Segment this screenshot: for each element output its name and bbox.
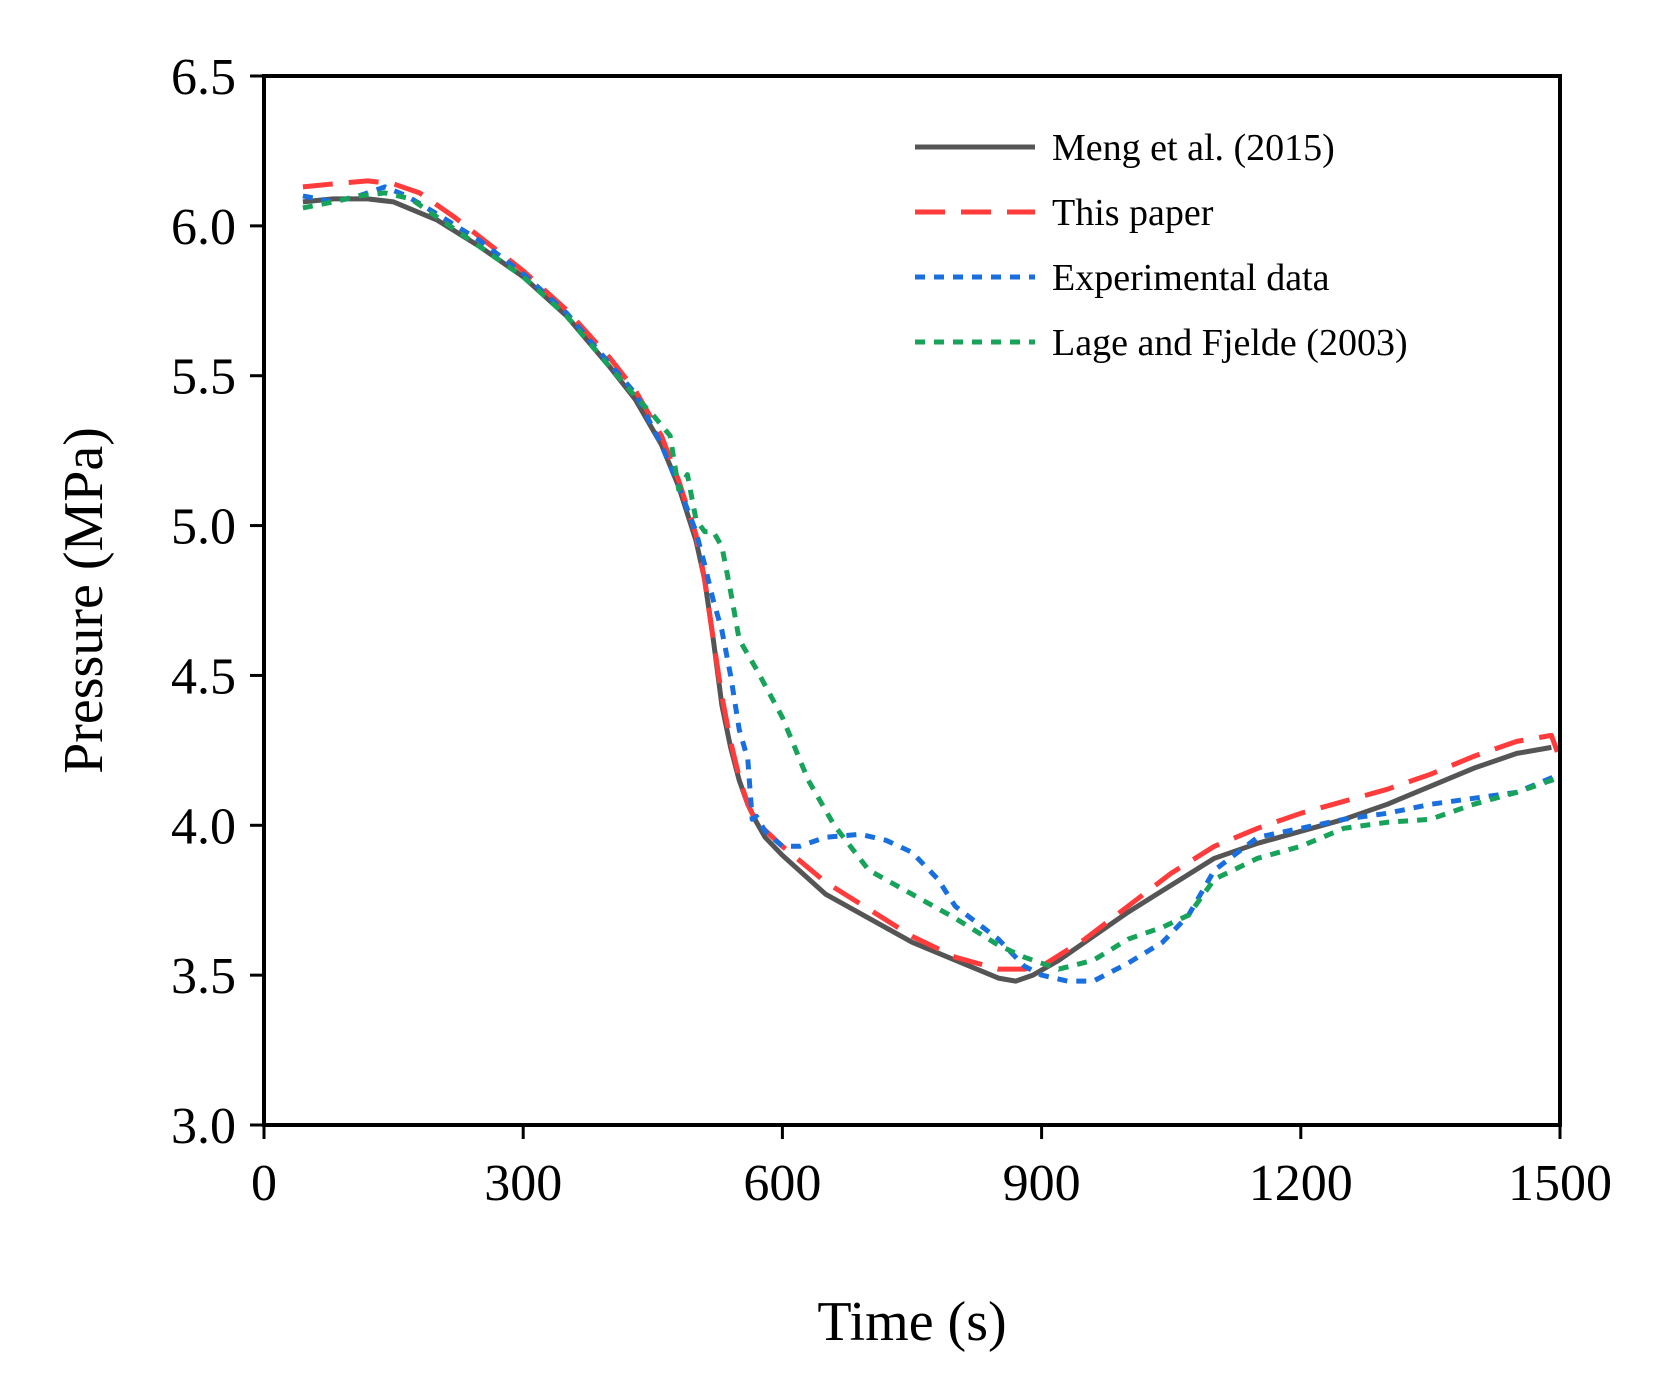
- ticks-layer: 0 300 600 900 1200 1500 3.0 3.5 4.0 4.5 5.0 5.5 6.0 6…: [171, 49, 1612, 1212]
- series-line-3: [302, 184, 1561, 984]
- y-tick-label: 6.0: [171, 199, 236, 256]
- x-tick-label: 300: [484, 1155, 562, 1212]
- series-line-1: [302, 196, 1552, 984]
- y-tick-label: 5.5: [171, 349, 236, 406]
- y-tick-label: 6.5: [171, 49, 236, 106]
- y-tick-label: 3.0: [171, 1098, 236, 1155]
- y-tick-label: 4.5: [171, 648, 236, 705]
- y-tick-label: 5.0: [171, 499, 236, 556]
- x-tick-label: 1200: [1249, 1155, 1353, 1212]
- series-layer: [302, 178, 1563, 984]
- legend: Meng et al. (2015) This paper Experimental…: [915, 127, 1408, 364]
- x-tick-label: 900: [1003, 1155, 1081, 1212]
- x-tick-label: 1500: [1508, 1155, 1612, 1212]
- legend-label-4: Lage and Fjelde (2003): [1052, 322, 1408, 364]
- legend-label-3: Experimental data: [1052, 257, 1330, 299]
- y-axis-title: Pressure (MPa): [53, 427, 115, 774]
- series-line-4: [302, 190, 1561, 972]
- y-tick-label: 4.0: [171, 798, 236, 855]
- plot-frame: [262, 74, 1562, 1127]
- x-tick-label: 0: [251, 1155, 277, 1212]
- x-tick-label: 600: [743, 1155, 821, 1212]
- y-tick-label: 3.5: [171, 948, 236, 1005]
- legend-label-1: Meng et al. (2015): [1052, 127, 1335, 169]
- series-line-2: [302, 178, 1563, 972]
- legend-label-2: This paper: [1052, 192, 1214, 234]
- x-axis-title: Time (s): [817, 1291, 1006, 1353]
